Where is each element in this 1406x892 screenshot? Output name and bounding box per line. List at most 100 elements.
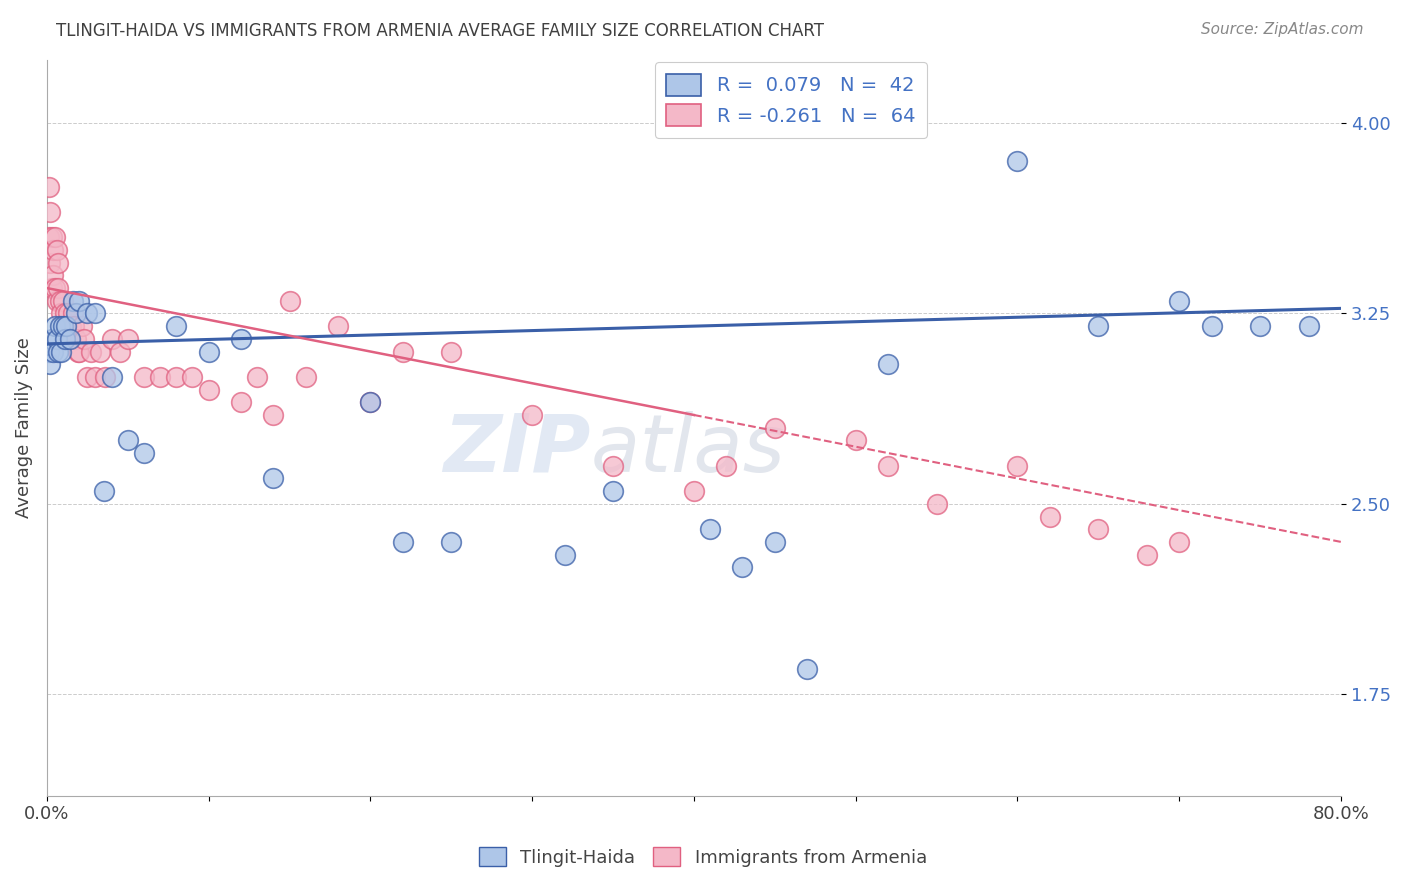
Point (45, 332, 67, 346)
Point (60, 319, 83, 334)
Point (58, 332, 80, 346)
Point (67, 293, 90, 308)
Point (699, 522, 721, 536)
Point (46, 344, 69, 359)
Point (45, 293, 67, 308)
Point (149, 370, 172, 384)
Point (39, 255, 62, 269)
Point (63, 319, 86, 334)
Point (716, 458, 738, 473)
Point (278, 293, 301, 308)
Point (73, 332, 96, 346)
Point (229, 395, 252, 409)
Point (84, 306, 107, 320)
Point (58, 332, 80, 346)
Point (117, 434, 139, 448)
Point (731, 560, 754, 574)
Point (1168, 293, 1191, 308)
Point (51, 344, 73, 359)
Point (925, 497, 948, 511)
Point (1249, 319, 1271, 334)
Point (246, 370, 269, 384)
Point (93, 484, 115, 499)
Point (65, 332, 87, 346)
Text: ZIP: ZIP (443, 410, 591, 489)
Point (229, 332, 252, 346)
Y-axis label: Average Family Size: Average Family Size (15, 337, 32, 518)
Point (1136, 548, 1159, 562)
Point (763, 535, 786, 549)
Point (76, 370, 98, 384)
Point (440, 344, 463, 359)
Point (165, 370, 187, 384)
Point (39, 357, 62, 371)
Point (72, 319, 94, 334)
Point (763, 420, 786, 434)
Point (41, 281, 63, 295)
Point (66, 344, 89, 359)
Point (132, 446, 155, 460)
Point (41, 332, 63, 346)
Point (391, 344, 413, 359)
Point (94, 370, 117, 384)
Point (44, 319, 66, 334)
Point (42, 243, 65, 257)
Point (45, 243, 67, 257)
Point (44, 281, 66, 295)
Point (1168, 535, 1191, 549)
Point (181, 370, 204, 384)
Point (1007, 154, 1029, 169)
Point (1039, 509, 1062, 524)
Point (46, 281, 69, 295)
Point (52, 319, 75, 334)
Point (197, 344, 219, 359)
Point (262, 471, 284, 485)
Point (62, 306, 84, 320)
Point (79, 344, 101, 359)
Point (84, 370, 107, 384)
Point (359, 395, 381, 409)
Point (1201, 319, 1223, 334)
Point (52, 293, 75, 308)
Point (197, 383, 219, 397)
Point (294, 370, 316, 384)
Point (51, 306, 73, 320)
Point (42, 268, 65, 283)
Point (100, 370, 122, 384)
Point (89, 344, 111, 359)
Point (67, 344, 90, 359)
Point (117, 332, 139, 346)
Point (62, 293, 84, 308)
Point (877, 458, 900, 473)
Point (42, 344, 65, 359)
Point (522, 408, 544, 422)
Point (326, 319, 349, 334)
Point (49, 293, 72, 308)
Legend: Tlingit-Haida, Immigrants from Armenia: Tlingit-Haida, Immigrants from Armenia (471, 840, 935, 874)
Text: TLINGIT-HAIDA VS IMMIGRANTS FROM ARMENIA AVERAGE FAMILY SIZE CORRELATION CHART: TLINGIT-HAIDA VS IMMIGRANTS FROM ARMENIA… (56, 22, 824, 40)
Point (1298, 319, 1320, 334)
Point (440, 535, 463, 549)
Point (602, 458, 624, 473)
Point (1007, 458, 1029, 473)
Point (56, 306, 79, 320)
Point (1087, 522, 1109, 536)
Point (100, 332, 122, 346)
Point (554, 548, 576, 562)
Point (165, 319, 187, 334)
Point (262, 408, 284, 422)
Point (132, 370, 155, 384)
Point (49, 319, 72, 334)
Point (602, 484, 624, 499)
Point (796, 662, 818, 676)
Point (877, 357, 900, 371)
Text: Source: ZipAtlas.com: Source: ZipAtlas.com (1201, 22, 1364, 37)
Point (53, 332, 76, 346)
Point (41, 230, 63, 244)
Point (76, 306, 98, 320)
Point (53, 306, 76, 320)
Point (37, 344, 59, 359)
Point (845, 434, 868, 448)
Point (37, 179, 59, 194)
Point (65, 306, 87, 320)
